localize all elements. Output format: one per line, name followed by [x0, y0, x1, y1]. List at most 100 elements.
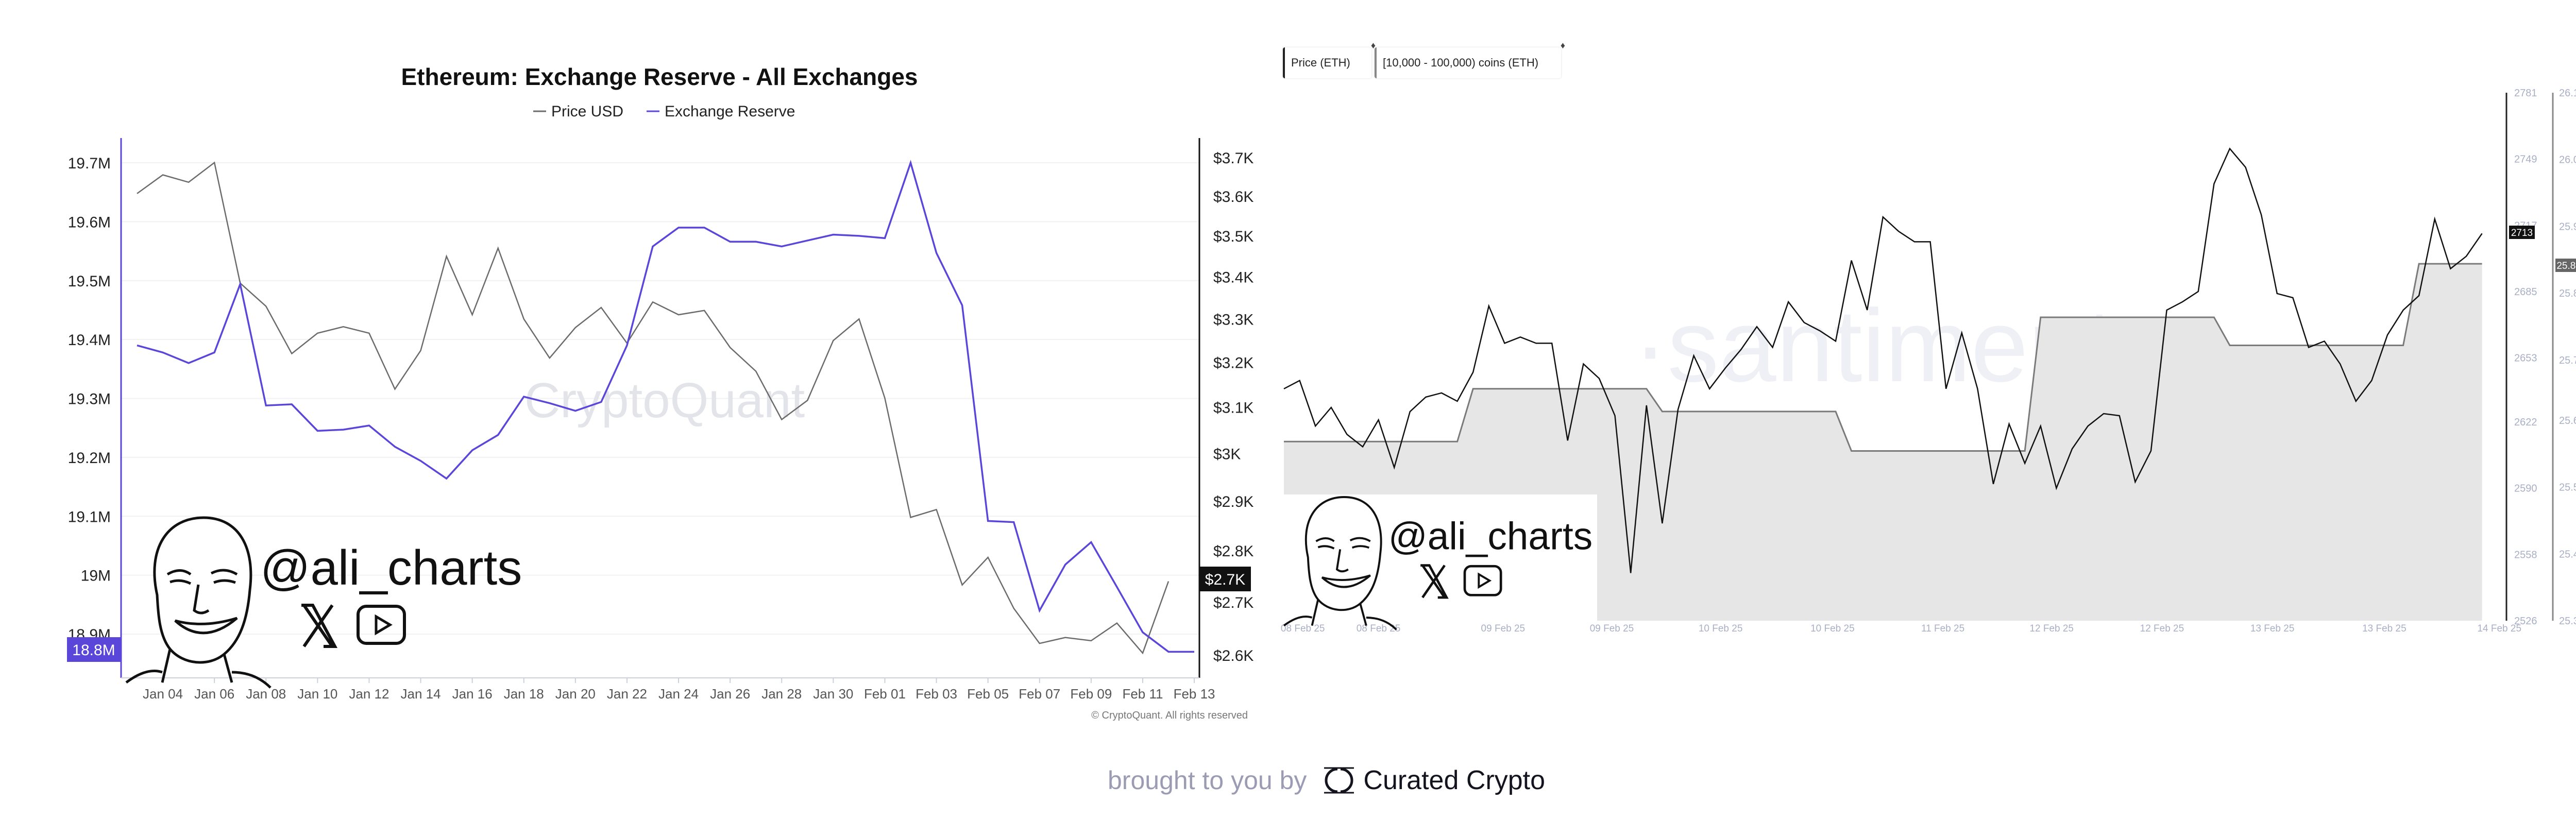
- handle-text: @ali_charts: [1388, 514, 1592, 557]
- y-tick-label-coins: 25.66M: [2559, 415, 2576, 426]
- x-tick-label: Jan 30: [813, 686, 853, 702]
- series-lines: [137, 160, 1195, 655]
- footer-credit: brought to you by Curated Crypto: [1108, 762, 1545, 798]
- footer-brand[interactable]: Curated Crypto: [1363, 765, 1545, 795]
- x-tick-label: 09 Feb 25: [1590, 623, 1634, 634]
- copyright-text: © CryptoQuant. All rights reserved: [1091, 710, 1248, 721]
- y-tick-label-left: 19.4M: [68, 332, 111, 349]
- neck-shoulders: [125, 649, 272, 689]
- axis-ticks: 27812749271726852653262225902558252626.1…: [1281, 88, 2576, 634]
- nose: [1335, 549, 1349, 573]
- x-tick-label: Jan 26: [710, 686, 750, 702]
- neck-shoulders: [1283, 599, 1397, 630]
- legend-item-reserve[interactable]: Exchange Reserve: [665, 103, 795, 120]
- x-tick-label: Jan 08: [246, 686, 286, 702]
- reserve-badge: 18.8M: [67, 637, 121, 662]
- x-tick-label: Jan 22: [607, 686, 647, 702]
- eyebrows: [166, 569, 238, 576]
- price-badge: $2.7K: [1199, 567, 1251, 591]
- x-tick-label: Jan 04: [143, 686, 183, 702]
- x-tick-label: 12 Feb 25: [2029, 623, 2074, 634]
- x-tick-label: Jan 12: [349, 686, 389, 702]
- y-tick-label-price: 2526: [2514, 616, 2537, 627]
- y-tick-label-price: 2749: [2514, 154, 2537, 165]
- coins-step-line: [1284, 263, 2482, 452]
- youtube-icon-play: [375, 614, 393, 636]
- legend-chip-price[interactable]: Price (ETH) ♦: [1283, 40, 1376, 78]
- y-tick-label-coins: 25.95M: [2559, 221, 2576, 232]
- y-tick-label-price: 2590: [2514, 483, 2537, 494]
- grid-lines: [121, 162, 1199, 635]
- price-badge-text: $2.7K: [1205, 571, 1245, 588]
- eyes: [1317, 545, 1370, 550]
- eyebrows: [1315, 537, 1371, 542]
- legend-item-price[interactable]: Price USD: [551, 103, 623, 120]
- y-tick-label-coins: 25.85M: [2559, 288, 2576, 299]
- y-tick-label-price: 2781: [2514, 88, 2537, 99]
- x-tick-label: Feb 09: [1070, 686, 1112, 702]
- youtube-icon: [1463, 565, 1502, 596]
- youtube-icon-frame: [357, 605, 406, 645]
- y-tick-label-right: $2.6K: [1213, 647, 1253, 664]
- x-tick-label: Feb 07: [1019, 686, 1060, 702]
- y-tick-label-right: $3.6K: [1213, 189, 1253, 206]
- cryptoquant-chart: Ethereum: Exchange Reserve - All Exchang…: [67, 63, 1253, 721]
- x-icon-glyph: [301, 604, 338, 648]
- x-tick-label: Feb 01: [864, 686, 906, 702]
- x-tick-label: 08 Feb 25: [1357, 623, 1401, 634]
- y-tick-label-coins: 25.36M: [2559, 616, 2576, 627]
- ali-charts-branding: @ali_charts: [125, 516, 522, 689]
- y-tick-label-coins: 25.46M: [2559, 549, 2576, 560]
- y-tick-label-left: 19.7M: [68, 155, 111, 172]
- x-tick-label: 13 Feb 25: [2362, 623, 2406, 634]
- x-tick-label: Feb 13: [1174, 686, 1215, 702]
- head-outline: [1304, 496, 1382, 611]
- y-tick-label-coins: 25.56M: [2559, 482, 2576, 493]
- y-tick-label-price: 2558: [2514, 549, 2537, 560]
- price-badge-text: 2713: [2511, 228, 2533, 238]
- coins-badge: 25.89M: [2555, 259, 2576, 272]
- x-tick-label: Feb 03: [916, 686, 957, 702]
- x-icon-glyph: [1420, 564, 1449, 599]
- x-icon: [301, 604, 338, 648]
- y-tick-label-left: 19.3M: [68, 391, 111, 408]
- x-tick-label: Feb 05: [967, 686, 1009, 702]
- x-tick-label: 13 Feb 25: [2250, 623, 2295, 634]
- chart-legend: Price USD Exchange Reserve: [533, 103, 795, 120]
- y-tick-label-price: 2685: [2514, 286, 2537, 298]
- face-illustration-icon: [1283, 496, 1397, 630]
- y-tick-label-right: $3.3K: [1213, 311, 1253, 328]
- y-tick-label-right: $2.7K: [1213, 594, 1253, 611]
- x-tick-label: Jan 24: [658, 686, 699, 702]
- x-tick-label: Feb 11: [1122, 686, 1163, 702]
- legend-chip-coins[interactable]: [10,000 - 100,000) coins (ETH) ♦: [1375, 40, 1565, 78]
- y-tick-label-coins: 25.75M: [2559, 355, 2576, 366]
- x-tick-label: Jan 14: [401, 686, 441, 702]
- ali-charts-logo: @ali_charts: [1283, 496, 1592, 630]
- x-tick-label: 12 Feb 25: [2140, 623, 2184, 634]
- eyes: [170, 579, 236, 585]
- coins-badge-text: 25.89M: [2556, 261, 2576, 271]
- footer-prefix: brought to you by: [1108, 766, 1307, 795]
- y-tick-label-left: 19.1M: [68, 508, 111, 525]
- reserve-badge-text: 18.8M: [72, 642, 115, 659]
- exchange-reserve-line: [137, 160, 1195, 653]
- x-tick-label: Jan 06: [194, 686, 234, 702]
- ethereum-icon: ♦: [1370, 40, 1376, 50]
- grin: [174, 617, 238, 635]
- price-badge: 2713: [2509, 226, 2535, 239]
- x-tick-label: 08 Feb 25: [1281, 623, 1325, 634]
- ethereum-icon: ♦: [1560, 40, 1565, 50]
- x-tick-label: 14 Feb 25: [2477, 623, 2521, 634]
- y-tick-label-left: 19.2M: [68, 450, 111, 467]
- youtube-icon-frame: [1463, 565, 1502, 596]
- y-tick-label-right: $3.7K: [1213, 150, 1253, 167]
- x-icon: [1420, 564, 1449, 599]
- y-tick-label-left: 19.5M: [68, 273, 111, 290]
- x-tick-label: 11 Feb 25: [1921, 623, 1964, 634]
- grin: [1321, 574, 1371, 588]
- y-tick-label-right: $3.5K: [1213, 228, 1253, 245]
- x-tick-label: Jan 10: [297, 686, 337, 702]
- ali-charts-branding: @ali_charts: [1283, 496, 1592, 630]
